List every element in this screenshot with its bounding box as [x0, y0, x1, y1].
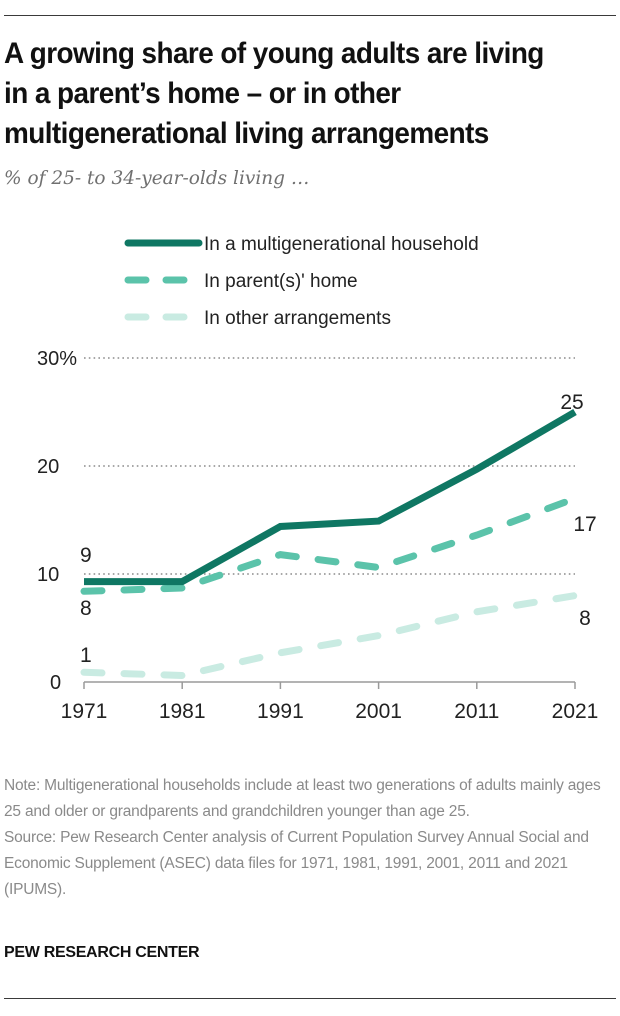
x-tick-label: 2001: [355, 700, 402, 723]
bottom-rule: [4, 998, 616, 999]
x-tick-label: 1971: [61, 700, 108, 723]
chart-notes: Note: Multigenerational households inclu…: [4, 773, 616, 903]
data-label: 9: [80, 544, 92, 567]
y-tick-label: 0: [50, 672, 61, 694]
legend: In a multigenerational household In paren…: [124, 234, 479, 329]
legend-label: In other arrangements: [204, 308, 391, 329]
source-text: Source: Pew Research Center analysis of …: [4, 829, 589, 898]
gridlines: 0 10 20 30%: [37, 348, 575, 694]
x-tick-label: 1981: [159, 700, 206, 723]
data-labels: 9 25 8 17 1 8: [80, 391, 597, 667]
line-chart: In a multigenerational household In paren…: [37, 234, 599, 723]
x-tick-label: 2011: [454, 700, 499, 723]
series-lines: [80, 408, 579, 680]
series-line: [80, 494, 579, 595]
series-line: [80, 592, 579, 680]
brand-label: PEW RESEARCH CENTER: [4, 944, 200, 961]
x-tick-label: 1991: [257, 700, 304, 723]
x-tick-label: 2021: [552, 700, 599, 723]
note-text: Note: Multigenerational households inclu…: [4, 777, 601, 820]
data-label: 17: [573, 513, 596, 536]
data-label: 8: [579, 607, 591, 630]
data-label: 25: [560, 391, 583, 414]
y-tick-label: 30%: [37, 348, 77, 370]
x-axis: 1971 1981 1991 2001 2011 2021: [61, 681, 599, 723]
series-line: [84, 408, 577, 586]
y-tick-label: 20: [37, 456, 59, 478]
chart-title: A growing share of young adults are livi…: [4, 37, 544, 150]
legend-label: In a multigenerational household: [204, 234, 479, 255]
chart-subtitle: % of 25- to 34-year-olds living …: [4, 168, 310, 189]
data-label: 1: [80, 644, 92, 667]
legend-label: In parent(s)' home: [204, 271, 358, 292]
data-label: 8: [80, 597, 92, 620]
y-tick-label: 10: [37, 564, 59, 586]
top-rule: [4, 15, 616, 16]
